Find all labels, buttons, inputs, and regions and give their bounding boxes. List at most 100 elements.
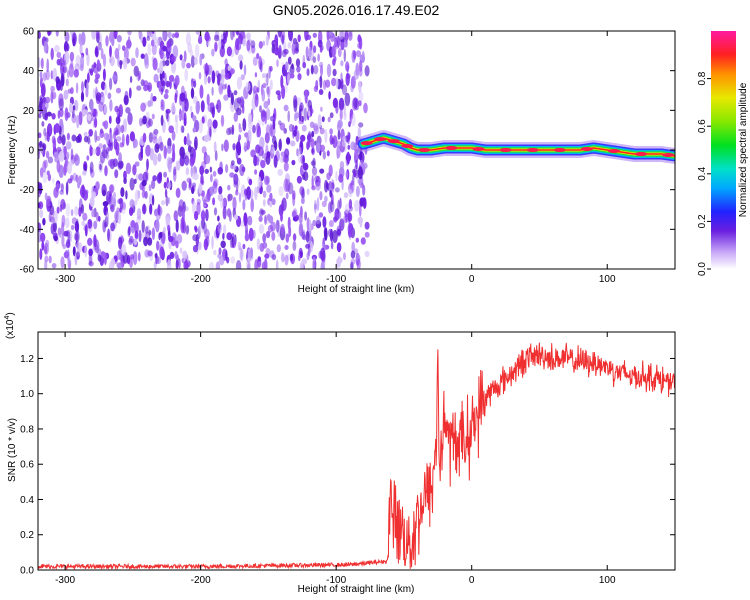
spectrogram-noise-cell	[245, 82, 251, 92]
spectrogram-noise-cell	[353, 171, 356, 178]
spectrogram-noise-cell	[276, 59, 279, 68]
spectrogram-noise-cell	[109, 99, 113, 112]
spectrogram-noise-cell	[70, 87, 74, 95]
spectrogram-noise-cell	[99, 163, 102, 171]
snr-series-line	[38, 342, 675, 570]
spectrogram-noise-cell	[152, 57, 158, 71]
spectrogram-noise-cell	[293, 99, 298, 113]
spectrogram-noise-cell	[223, 224, 227, 236]
spectrogram-noise-cell	[178, 199, 184, 212]
spectrogram-noise-cell	[146, 158, 149, 171]
spectrogram-noise-cell	[95, 146, 101, 157]
spectrogram-noise-cell	[284, 173, 291, 185]
spectrogram-noise-cell	[130, 57, 136, 67]
colorbar-tick-label: 0.0	[697, 262, 708, 276]
spectrogram-noise-cell	[193, 148, 196, 160]
spectrogram-noise-cell	[319, 144, 325, 152]
spectrogram-noise-cell	[154, 36, 159, 48]
spectrogram-noise-cell	[123, 177, 127, 184]
spectrogram-noise-cell	[46, 170, 50, 176]
spectrogram-noise-cell	[65, 181, 69, 196]
ridge-hotspot	[662, 153, 675, 157]
spectrogram-noise-cell	[199, 165, 205, 176]
spectrogram-noise-cell	[280, 151, 287, 157]
spectrogram-noise-cell	[148, 229, 152, 236]
spectrogram-noise-cell	[80, 45, 83, 54]
spectrogram-noise-cell	[106, 133, 110, 146]
snr-multiplier-close: )	[5, 312, 16, 315]
spectrogram-noise-cell	[239, 60, 243, 70]
spectrogram-noise-cell	[296, 65, 301, 73]
spectrogram-noise-cell	[143, 203, 146, 215]
spectrogram-noise-cell	[133, 178, 137, 184]
spectrogram-noise-cell	[266, 184, 272, 193]
spectrogram-noise-cell	[256, 238, 261, 251]
spectrogram-noise-cell	[180, 109, 185, 121]
y-tick-label: 1.0	[20, 389, 34, 400]
spectrogram-noise-cell	[173, 210, 178, 222]
spectrogram-noise-cell	[117, 43, 121, 51]
spectrogram-noise-cell	[348, 31, 353, 41]
spectrogram-noise-cell	[63, 89, 69, 100]
spectrogram-noise-cell	[96, 59, 100, 69]
spectrogram-noise-cell	[312, 219, 317, 227]
spectrogram-noise-cell	[320, 64, 323, 77]
spectrogram-noise-cell	[266, 213, 271, 222]
spectrogram-noise-cell	[291, 63, 294, 70]
spectrogram-noise-cell	[214, 41, 218, 53]
spectrogram-noise-cell	[39, 209, 44, 219]
spectrogram-noise-cell	[319, 75, 323, 89]
spectrogram-noise-cell	[220, 240, 226, 249]
y-tick-label: -40	[20, 225, 35, 236]
spectrogram-x-label: Height of straight line (km)	[298, 284, 415, 295]
colorbar-tick-label: 0.8	[697, 71, 708, 85]
spectrogram-noise-cell	[175, 119, 179, 134]
spectrogram-noise-cell	[220, 33, 224, 40]
spectrogram-noise-cell	[180, 125, 184, 133]
spectrogram-noise-cell	[165, 195, 169, 207]
spectrogram-noise-cell	[118, 262, 123, 269]
spectrogram-noise-cell	[218, 82, 224, 95]
spectrogram-noise-cell	[102, 201, 109, 207]
spectrogram-noise-cell	[179, 54, 183, 61]
spectrogram-noise-cell	[189, 49, 194, 57]
spectrogram-noise-cell	[133, 238, 138, 246]
spectrogram-noise-cell	[185, 167, 190, 176]
spectrogram-noise-cell	[246, 186, 252, 200]
spectrogram-noise-cell	[244, 233, 250, 242]
spectrogram-noise-cell	[94, 48, 99, 58]
spectrogram-noise-cell	[205, 235, 210, 247]
spectrogram-noise-cell	[285, 192, 289, 200]
spectrogram-noise-cell	[265, 34, 269, 47]
spectrogram-noise-cell	[142, 115, 147, 125]
spectrogram-noise-cell	[357, 42, 361, 49]
spectrogram-noise-cell	[238, 127, 243, 133]
spectrogram-noise-cell	[225, 164, 229, 173]
spectrogram-noise-cell	[104, 165, 108, 177]
spectrogram-noise-cell	[174, 251, 178, 260]
spectrogram-noise-cell	[233, 173, 239, 185]
spectrogram-noise-cell	[266, 151, 271, 159]
spectrogram-noise-cell	[293, 129, 297, 137]
spectrogram-noise-cell	[353, 69, 360, 80]
spectrogram-noise-cell	[133, 65, 139, 77]
spectrogram-noise-cell	[347, 212, 353, 222]
spectrogram-noise-cell	[141, 179, 147, 187]
spectrogram-noise-cell	[129, 131, 135, 142]
spectrogram-noise-cell	[308, 46, 312, 58]
spectrogram-noise-cell	[337, 129, 341, 140]
spectrogram-noise-cell	[325, 79, 331, 88]
spectrogram-noise-cell	[319, 191, 323, 201]
spectrogram-noise-cell	[89, 144, 93, 157]
spectrogram-noise-cell	[267, 86, 271, 98]
spectrogram-noise-cell	[318, 89, 324, 95]
spectrogram-noise-cell	[109, 57, 112, 64]
spectrogram-noise-cell	[111, 74, 118, 81]
spectrogram-noise-cell	[113, 138, 118, 150]
spectrogram-noise-cell	[357, 166, 363, 180]
spectrogram-noise-cell	[295, 214, 300, 221]
spectrogram-noise-cell	[201, 217, 206, 230]
spectrogram-noise-cell	[73, 68, 80, 78]
spectrogram-noise-cell	[132, 251, 138, 266]
